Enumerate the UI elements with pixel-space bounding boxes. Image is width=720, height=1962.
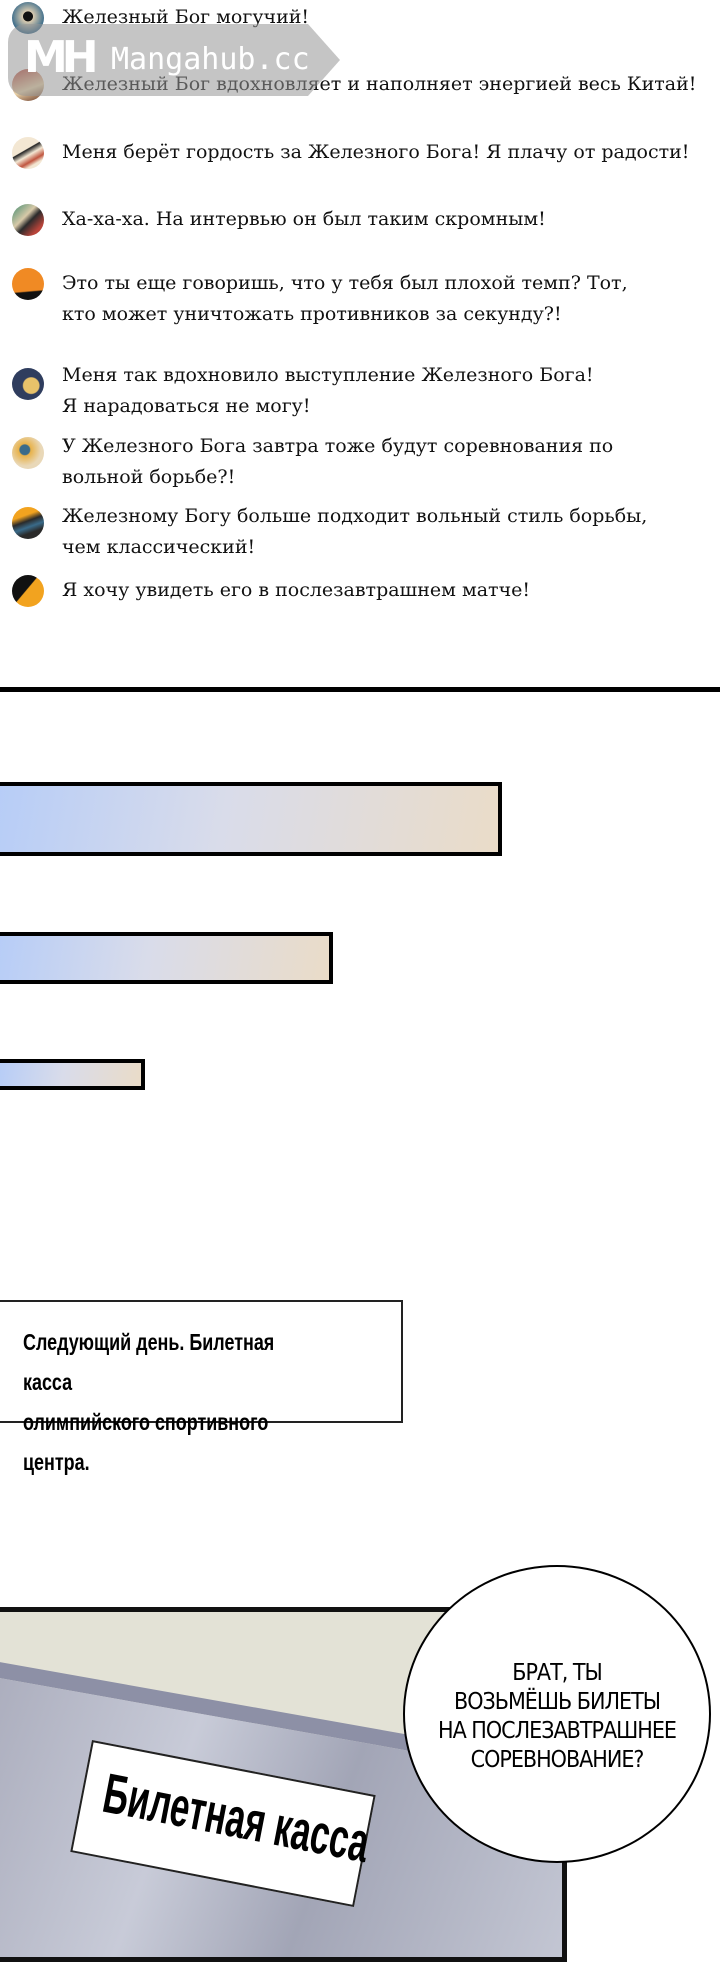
caption-text: Следующий день. Билетная касса олимпийск…	[23, 1329, 275, 1475]
comment-text: У Железного Бога завтра тоже будут сорев…	[62, 435, 614, 488]
avatar	[12, 507, 44, 539]
comment-text: Ха-ха-ха. На интервью он был таким скром…	[62, 208, 546, 230]
comment-text: Я хочу увидеть его в послезавтрашнем мат…	[62, 579, 531, 601]
watermark: MH Mangahub.cc	[8, 24, 340, 96]
avatar	[12, 368, 44, 400]
watermark-text: Mangahub.cc	[111, 42, 310, 77]
comment-text: Это ты еще говоришь, что у тебя был плох…	[62, 272, 628, 325]
speech-text: БРАТ, ТЫ ВОЗЬМЁШЬ БИЛЕТЫ НА ПОСЛЕЗАВТРАШ…	[438, 1660, 677, 1773]
avatar	[12, 437, 44, 469]
avatar	[12, 268, 44, 300]
comment-text: Железному Богу больше подходит вольный с…	[62, 505, 648, 558]
speech-bubble: БРАТ, ТЫ ВОЗЬМЁШЬ БИЛЕТЫ НА ПОСЛЕЗАВТРАШ…	[403, 1565, 711, 1863]
watermark-logo: MH	[24, 32, 99, 83]
caption-box: Следующий день. Билетная касса олимпийск…	[0, 1300, 403, 1475]
speed-line-bar	[0, 1059, 145, 1090]
panel-divider	[0, 687, 720, 692]
speed-line-bar	[0, 782, 502, 856]
avatar	[12, 575, 44, 607]
comment-text: Меня берёт гордость за Железного Бога! Я…	[62, 141, 690, 163]
avatar	[12, 137, 44, 169]
avatar	[12, 204, 44, 236]
comment-text: Меня так вдохновило выступление Железног…	[62, 364, 594, 417]
speed-line-bar	[0, 932, 333, 984]
comment-text: Железный Бог могучий!	[62, 6, 310, 28]
